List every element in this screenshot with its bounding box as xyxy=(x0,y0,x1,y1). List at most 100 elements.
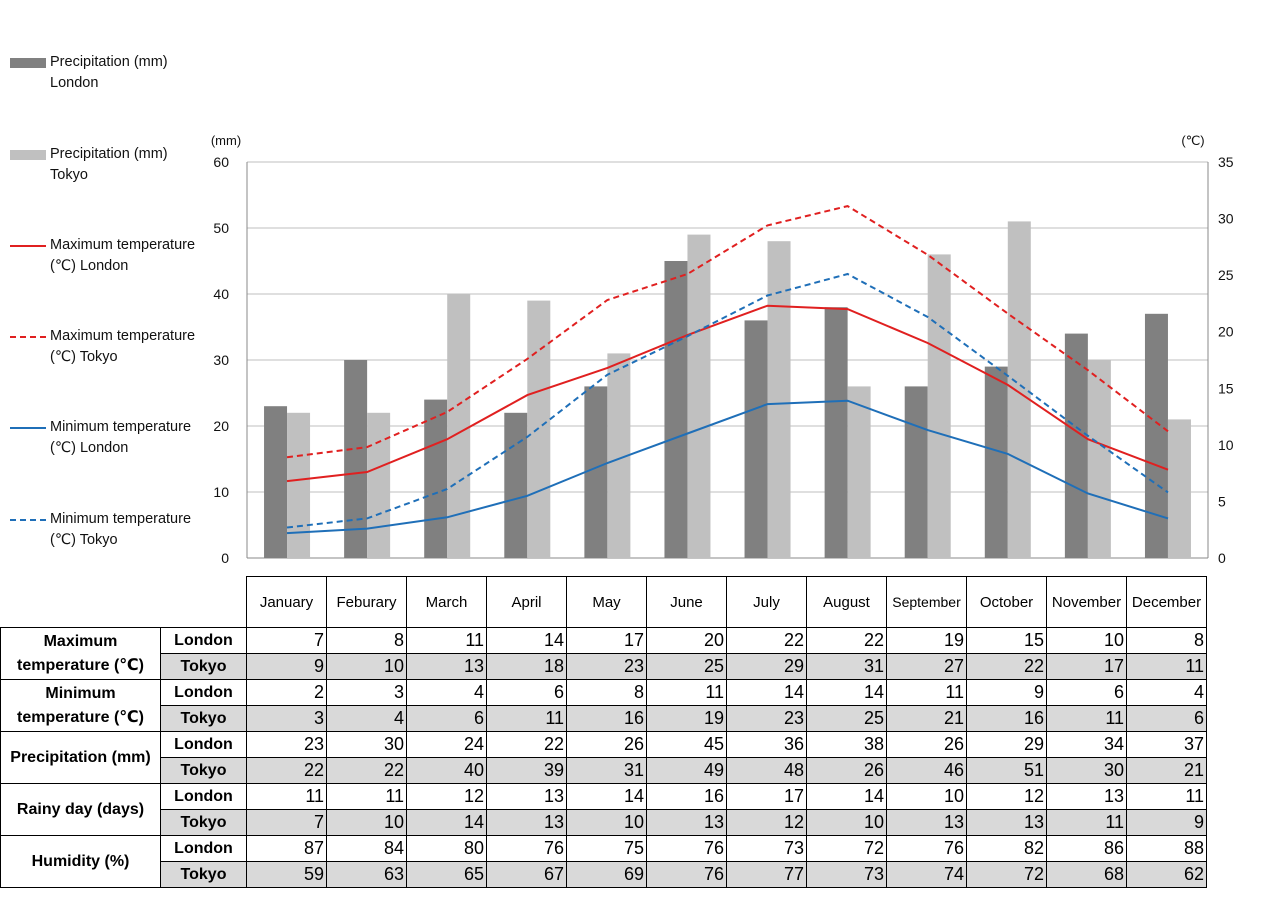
table-corner xyxy=(1,577,161,628)
bar-tokyo-precipitation xyxy=(367,412,391,558)
table-cell: 13 xyxy=(486,809,567,836)
legend-label: Minimum temperature (℃) London xyxy=(50,419,192,456)
bar-london-precipitation xyxy=(264,406,288,558)
table-cell: 24 xyxy=(406,731,487,758)
row-group-label: Minimum temperature (℃) xyxy=(0,679,161,732)
table-cell: 9 xyxy=(246,653,327,680)
y-left-tick-label: 20 xyxy=(213,418,229,434)
table-cell: 69 xyxy=(566,861,647,888)
bar-london-precipitation xyxy=(904,386,928,558)
grid-lines xyxy=(246,161,1209,559)
table-cell: 76 xyxy=(886,835,967,862)
city-label: London xyxy=(160,783,247,810)
table-cell: 3 xyxy=(246,705,327,732)
y-right-unit: (℃) xyxy=(1181,133,1204,148)
city-label: Tokyo xyxy=(160,809,247,836)
y-right-tick-label: 35 xyxy=(1218,154,1234,170)
legend-label: Minimum temperature (℃) Tokyo xyxy=(50,511,192,548)
table-cell: 13 xyxy=(646,809,727,836)
legend-swatch xyxy=(10,427,46,429)
table-cell: 30 xyxy=(1046,757,1127,784)
table-cell: 25 xyxy=(806,705,887,732)
table-cell: 21 xyxy=(1126,757,1207,784)
table-cell: 22 xyxy=(966,653,1047,680)
table-cell: 14 xyxy=(726,679,807,706)
table-cell: 22 xyxy=(326,757,407,784)
legend-label: Precipitation (mm) London xyxy=(50,54,168,91)
table-cell: 6 xyxy=(1046,679,1127,706)
table-cell: 76 xyxy=(486,835,567,862)
table-cell: 11 xyxy=(246,783,327,810)
bar-london-precipitation xyxy=(504,412,528,558)
city-label: London xyxy=(160,731,247,758)
table-cell: 16 xyxy=(966,705,1047,732)
bar-tokyo-precipitation xyxy=(687,234,711,558)
legend-label: Maximum temperature (℃) London xyxy=(50,237,196,274)
table-cell: 59 xyxy=(246,861,327,888)
table-cell: 30 xyxy=(326,731,407,758)
table-cell: 9 xyxy=(966,679,1047,706)
table-cell: 4 xyxy=(1126,679,1207,706)
table-cell: 88 xyxy=(1126,835,1207,862)
table-cell: 23 xyxy=(566,653,647,680)
table-cell: 46 xyxy=(886,757,967,784)
bar-london-precipitation xyxy=(584,386,608,558)
bar-london-precipitation xyxy=(424,399,448,558)
table-cell: 17 xyxy=(1046,653,1127,680)
table-cell: 22 xyxy=(806,627,887,654)
table-cell: 17 xyxy=(726,783,807,810)
table-cell: 77 xyxy=(726,861,807,888)
table-cell: 11 xyxy=(1126,783,1207,810)
table-cell: 18 xyxy=(486,653,567,680)
table-cell: 34 xyxy=(1046,731,1127,758)
table-cell: 14 xyxy=(566,783,647,810)
table-cell: 14 xyxy=(406,809,487,836)
row-group-label: Rainy day (days) xyxy=(0,783,161,836)
bar-series xyxy=(264,221,1191,558)
table-cell: 80 xyxy=(406,835,487,862)
table-cell: 6 xyxy=(406,705,487,732)
table-cell: 10 xyxy=(326,809,407,836)
table-cell: 40 xyxy=(406,757,487,784)
table-cell: 6 xyxy=(1126,705,1207,732)
legend-label: Precipitation (mm) Tokyo xyxy=(50,146,168,183)
table-cell: 84 xyxy=(326,835,407,862)
legend-swatch xyxy=(10,519,46,521)
table-cell: 10 xyxy=(886,783,967,810)
y-right-tick-label: 10 xyxy=(1218,437,1234,453)
table-cell: 26 xyxy=(806,757,887,784)
series-line-1 xyxy=(286,205,1169,459)
legend-item: Maximum temperature (℃) Tokyo xyxy=(8,326,208,396)
table-cell: 29 xyxy=(726,653,807,680)
table-cell: 10 xyxy=(1046,627,1127,654)
table-cell: 65 xyxy=(406,861,487,888)
month-header: September xyxy=(886,576,967,628)
table-cell: 2 xyxy=(246,679,327,706)
bar-tokyo-precipitation xyxy=(767,241,791,558)
table-cell: 10 xyxy=(566,809,647,836)
table-cell: 62 xyxy=(1126,861,1207,888)
month-header: December xyxy=(1126,576,1207,628)
city-label: Tokyo xyxy=(160,705,247,732)
month-header: March xyxy=(406,576,487,628)
table-cell: 11 xyxy=(1046,705,1127,732)
month-header: January xyxy=(246,576,327,628)
y-right-tick-label: 5 xyxy=(1218,493,1226,509)
legend-item: Minimum temperature (℃) London xyxy=(8,417,208,487)
table-cell: 11 xyxy=(326,783,407,810)
series-line-2 xyxy=(286,399,1169,535)
table-cell: 10 xyxy=(326,653,407,680)
table-cell: 13 xyxy=(886,809,967,836)
table-cell: 8 xyxy=(566,679,647,706)
axis-labels: 0 10 20 30 40 50 60 0 5 10 15 20 25 30 35 (mm) (℃) xyxy=(211,133,1234,566)
line-series xyxy=(286,205,1169,535)
bar-tokyo-precipitation xyxy=(1087,360,1111,558)
series-line-3 xyxy=(286,272,1169,529)
table-row: Tokyo 59 63 65 67 69 76 77 73 74 72 68 62 xyxy=(1,861,1207,888)
table-cell: 19 xyxy=(886,627,967,654)
table-cell: 67 xyxy=(486,861,567,888)
bar-tokyo-precipitation xyxy=(607,353,631,558)
bar-london-precipitation xyxy=(1144,313,1168,558)
y-left-tick-label: 30 xyxy=(213,352,229,368)
table-cell: 63 xyxy=(326,861,407,888)
